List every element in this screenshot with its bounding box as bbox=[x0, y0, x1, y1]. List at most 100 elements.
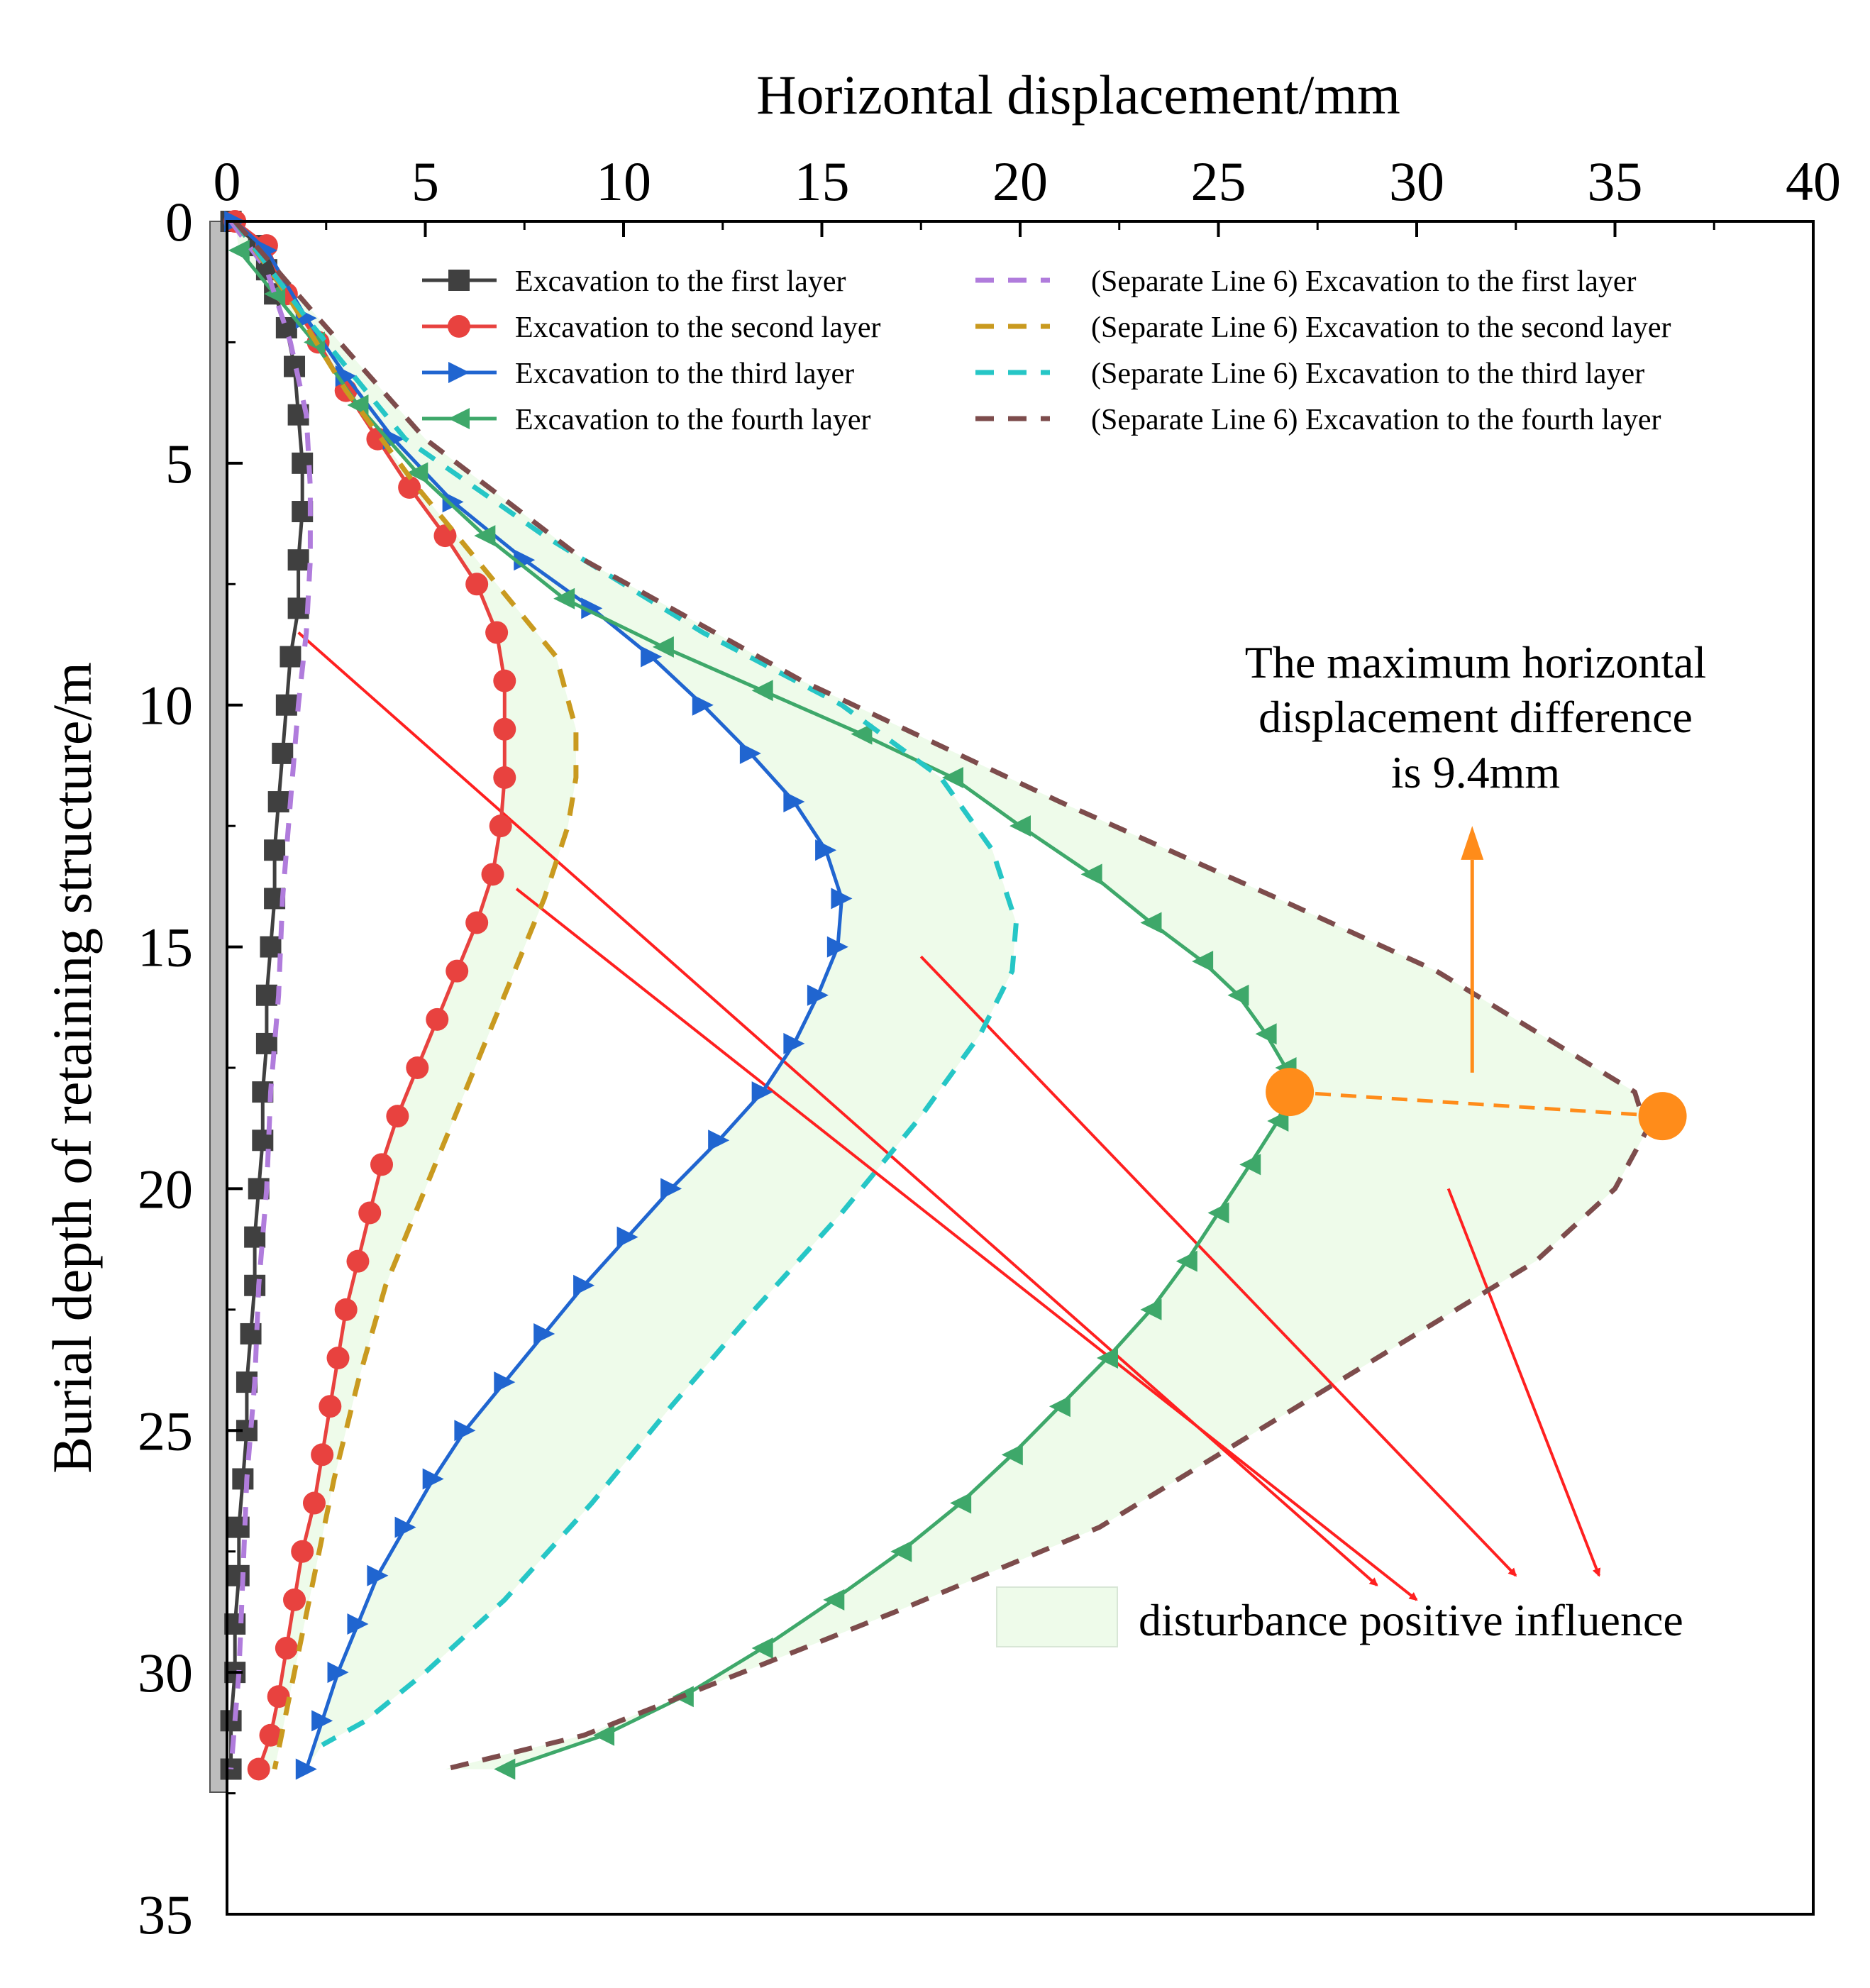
legend-item: (Separate Line 6) Excavation to the firs… bbox=[975, 265, 1637, 298]
data-point bbox=[280, 646, 301, 668]
data-point bbox=[394, 1516, 416, 1538]
annotation-line-3: is 9.4mm bbox=[1391, 747, 1560, 797]
data-point bbox=[327, 1662, 349, 1684]
data-point bbox=[311, 1710, 333, 1732]
data-point bbox=[823, 1589, 845, 1611]
legend-label: (Separate Line 6) Excavation to the seco… bbox=[1091, 311, 1671, 344]
data-point bbox=[493, 717, 516, 741]
legend-item: Excavation to the first layer bbox=[422, 265, 846, 298]
data-point bbox=[244, 1274, 266, 1296]
series-5 bbox=[228, 219, 313, 1769]
data-point bbox=[260, 936, 282, 958]
series-line bbox=[233, 220, 507, 1770]
influence-arrow bbox=[515, 888, 1418, 1601]
data-point bbox=[228, 1564, 250, 1586]
data-point bbox=[347, 1613, 369, 1635]
data-point bbox=[255, 984, 277, 1006]
data-point bbox=[406, 1056, 429, 1079]
data-point bbox=[406, 462, 428, 484]
data-point bbox=[890, 1540, 912, 1562]
data-point bbox=[708, 1130, 730, 1152]
x-tick-label: 25 bbox=[1191, 150, 1246, 212]
x-tick-label: 40 bbox=[1786, 150, 1841, 212]
data-point bbox=[641, 646, 663, 668]
data-point bbox=[275, 1637, 298, 1660]
data-point bbox=[1267, 1110, 1289, 1132]
annotation: The maximum horizontal displacement diff… bbox=[1245, 637, 1707, 797]
data-point bbox=[493, 766, 516, 789]
data-point bbox=[494, 1371, 516, 1393]
data-point bbox=[514, 549, 536, 571]
legend-label: (Separate Line 6) Excavation to the firs… bbox=[1091, 265, 1637, 298]
legend-label: Excavation to the fourth layer bbox=[515, 404, 870, 436]
y-tick-label: 10 bbox=[138, 675, 193, 736]
data-point bbox=[228, 239, 250, 261]
annotation-line-1: The maximum horizontal bbox=[1245, 637, 1707, 687]
shaded-legend-swatch bbox=[996, 1586, 1118, 1647]
series-7 bbox=[233, 219, 1019, 1747]
data-point bbox=[1227, 984, 1249, 1006]
data-point bbox=[442, 491, 464, 513]
legend-label: (Separate Line 6) Excavation to the four… bbox=[1091, 404, 1661, 436]
y-tick-label: 20 bbox=[138, 1158, 193, 1220]
shaded-region-1 bbox=[235, 221, 576, 1769]
data-point bbox=[1001, 1444, 1023, 1466]
data-point bbox=[851, 723, 873, 745]
data-point bbox=[275, 316, 297, 338]
data-point bbox=[751, 1081, 773, 1103]
data-point bbox=[284, 355, 306, 377]
x-tick-label: 15 bbox=[795, 150, 850, 212]
x-axis-title: Horizontal displacement/mm bbox=[756, 64, 1400, 126]
data-point bbox=[831, 888, 853, 910]
legend-item: (Separate Line 6) Excavation to the seco… bbox=[975, 311, 1671, 344]
data-point bbox=[950, 1492, 972, 1514]
difference-point bbox=[1266, 1068, 1315, 1117]
series-8 bbox=[233, 219, 1649, 1772]
legend-item: Excavation to the third layer bbox=[422, 358, 854, 390]
legend-marker bbox=[448, 408, 470, 429]
data-point bbox=[1239, 1154, 1261, 1176]
data-point bbox=[751, 1638, 773, 1660]
annotation-line-2: displacement difference bbox=[1258, 692, 1693, 742]
data-point bbox=[1049, 1396, 1070, 1418]
series-line bbox=[233, 219, 579, 1770]
legend-label: (Separate Line 6) Excavation to the thir… bbox=[1091, 358, 1644, 390]
data-point bbox=[264, 839, 286, 861]
data-point bbox=[1175, 1250, 1197, 1272]
influence-arrow bbox=[919, 955, 1517, 1577]
series-line bbox=[233, 219, 1649, 1772]
data-point bbox=[1255, 1023, 1277, 1045]
legend-item: Excavation to the fourth layer bbox=[422, 404, 870, 436]
data-point bbox=[302, 1491, 326, 1515]
data-point bbox=[941, 766, 963, 788]
data-point bbox=[291, 1540, 314, 1563]
data-point bbox=[1009, 815, 1031, 837]
series-layer bbox=[220, 210, 1649, 1781]
y-tick-label: 25 bbox=[138, 1400, 193, 1462]
y-tick-label: 15 bbox=[138, 917, 193, 978]
series-line bbox=[233, 220, 843, 1770]
axis-ticks: 0 5 10 15 20 25 30 35 40 0 5 10 15 20 25 30 35 bbox=[138, 150, 1841, 1945]
data-point bbox=[398, 475, 421, 499]
data-point bbox=[489, 814, 512, 838]
y-tick-label: 30 bbox=[138, 1642, 193, 1703]
data-point bbox=[422, 1468, 444, 1490]
data-point bbox=[386, 1105, 409, 1128]
shaded-region-2 bbox=[235, 221, 1017, 1769]
data-point bbox=[494, 1758, 516, 1780]
data-point bbox=[783, 791, 805, 813]
series-line bbox=[237, 249, 1292, 1771]
data-point bbox=[465, 573, 489, 596]
data-point bbox=[807, 984, 829, 1006]
x-tick-label: 30 bbox=[1389, 150, 1444, 212]
data-point bbox=[346, 1249, 370, 1273]
data-point bbox=[481, 863, 504, 886]
data-point bbox=[259, 1723, 282, 1747]
shaded-legend-label: disturbance positive influence bbox=[1139, 1595, 1683, 1645]
data-point bbox=[283, 1588, 306, 1611]
data-point bbox=[616, 1226, 638, 1248]
legend-marker bbox=[448, 362, 470, 383]
data-point bbox=[493, 669, 516, 692]
data-point bbox=[454, 1420, 476, 1442]
